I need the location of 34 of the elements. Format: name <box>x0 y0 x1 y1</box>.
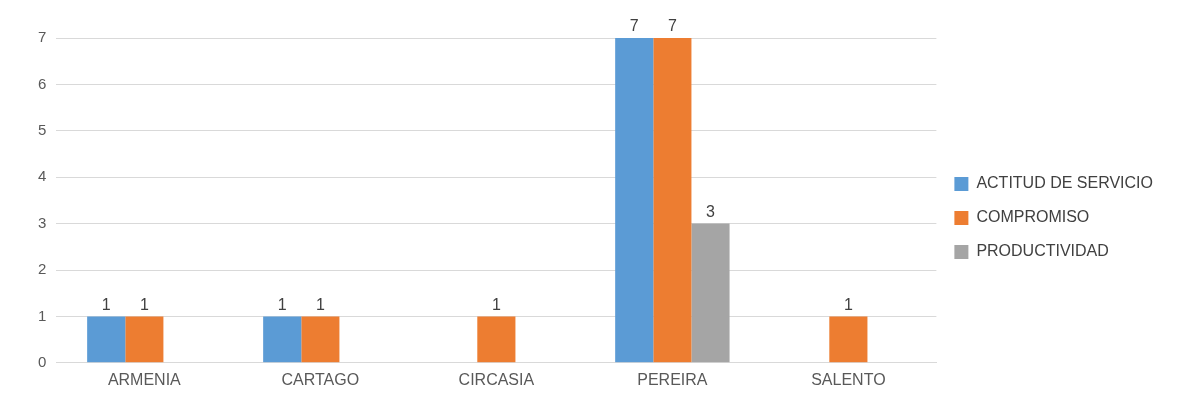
y-tick-label: 4 <box>38 167 47 185</box>
y-tick-label: 5 <box>38 120 47 138</box>
legend-label: PRODUCTIVIDAD <box>976 242 1109 260</box>
y-tick-label: 3 <box>38 213 47 231</box>
data-label: 3 <box>706 203 716 221</box>
y-tick-label: 7 <box>38 28 47 46</box>
x-tick-label: SALENTO <box>811 370 886 388</box>
data-label: 1 <box>491 295 501 313</box>
bar <box>87 316 126 363</box>
bar <box>615 38 654 363</box>
data-label: 7 <box>667 17 677 35</box>
bar <box>653 38 692 363</box>
y-tick-label: 2 <box>38 260 47 278</box>
data-label: 1 <box>277 295 287 313</box>
x-tick-label: PEREIRA <box>637 370 708 388</box>
x-tick-label: CARTAGO <box>281 370 360 388</box>
bar <box>301 316 340 363</box>
data-label: 7 <box>629 17 639 35</box>
y-tick-label: 1 <box>38 306 47 324</box>
bar <box>263 316 302 363</box>
x-tick-label: ARMENIA <box>107 370 182 388</box>
legend-label: ACTITUD DE SERVICIO <box>976 174 1154 192</box>
data-label: 1 <box>315 295 325 313</box>
data-label: 1 <box>139 295 149 313</box>
y-tick-label: 6 <box>38 74 47 92</box>
legend-label: COMPROMISO <box>976 208 1090 226</box>
y-tick-label: 0 <box>38 352 47 370</box>
data-label: 1 <box>843 295 853 313</box>
bar <box>125 316 164 363</box>
data-label: 1 <box>101 295 111 313</box>
bar <box>829 316 868 363</box>
bar <box>691 223 730 363</box>
bar <box>477 316 516 363</box>
x-tick-label: CIRCASIA <box>458 370 535 388</box>
